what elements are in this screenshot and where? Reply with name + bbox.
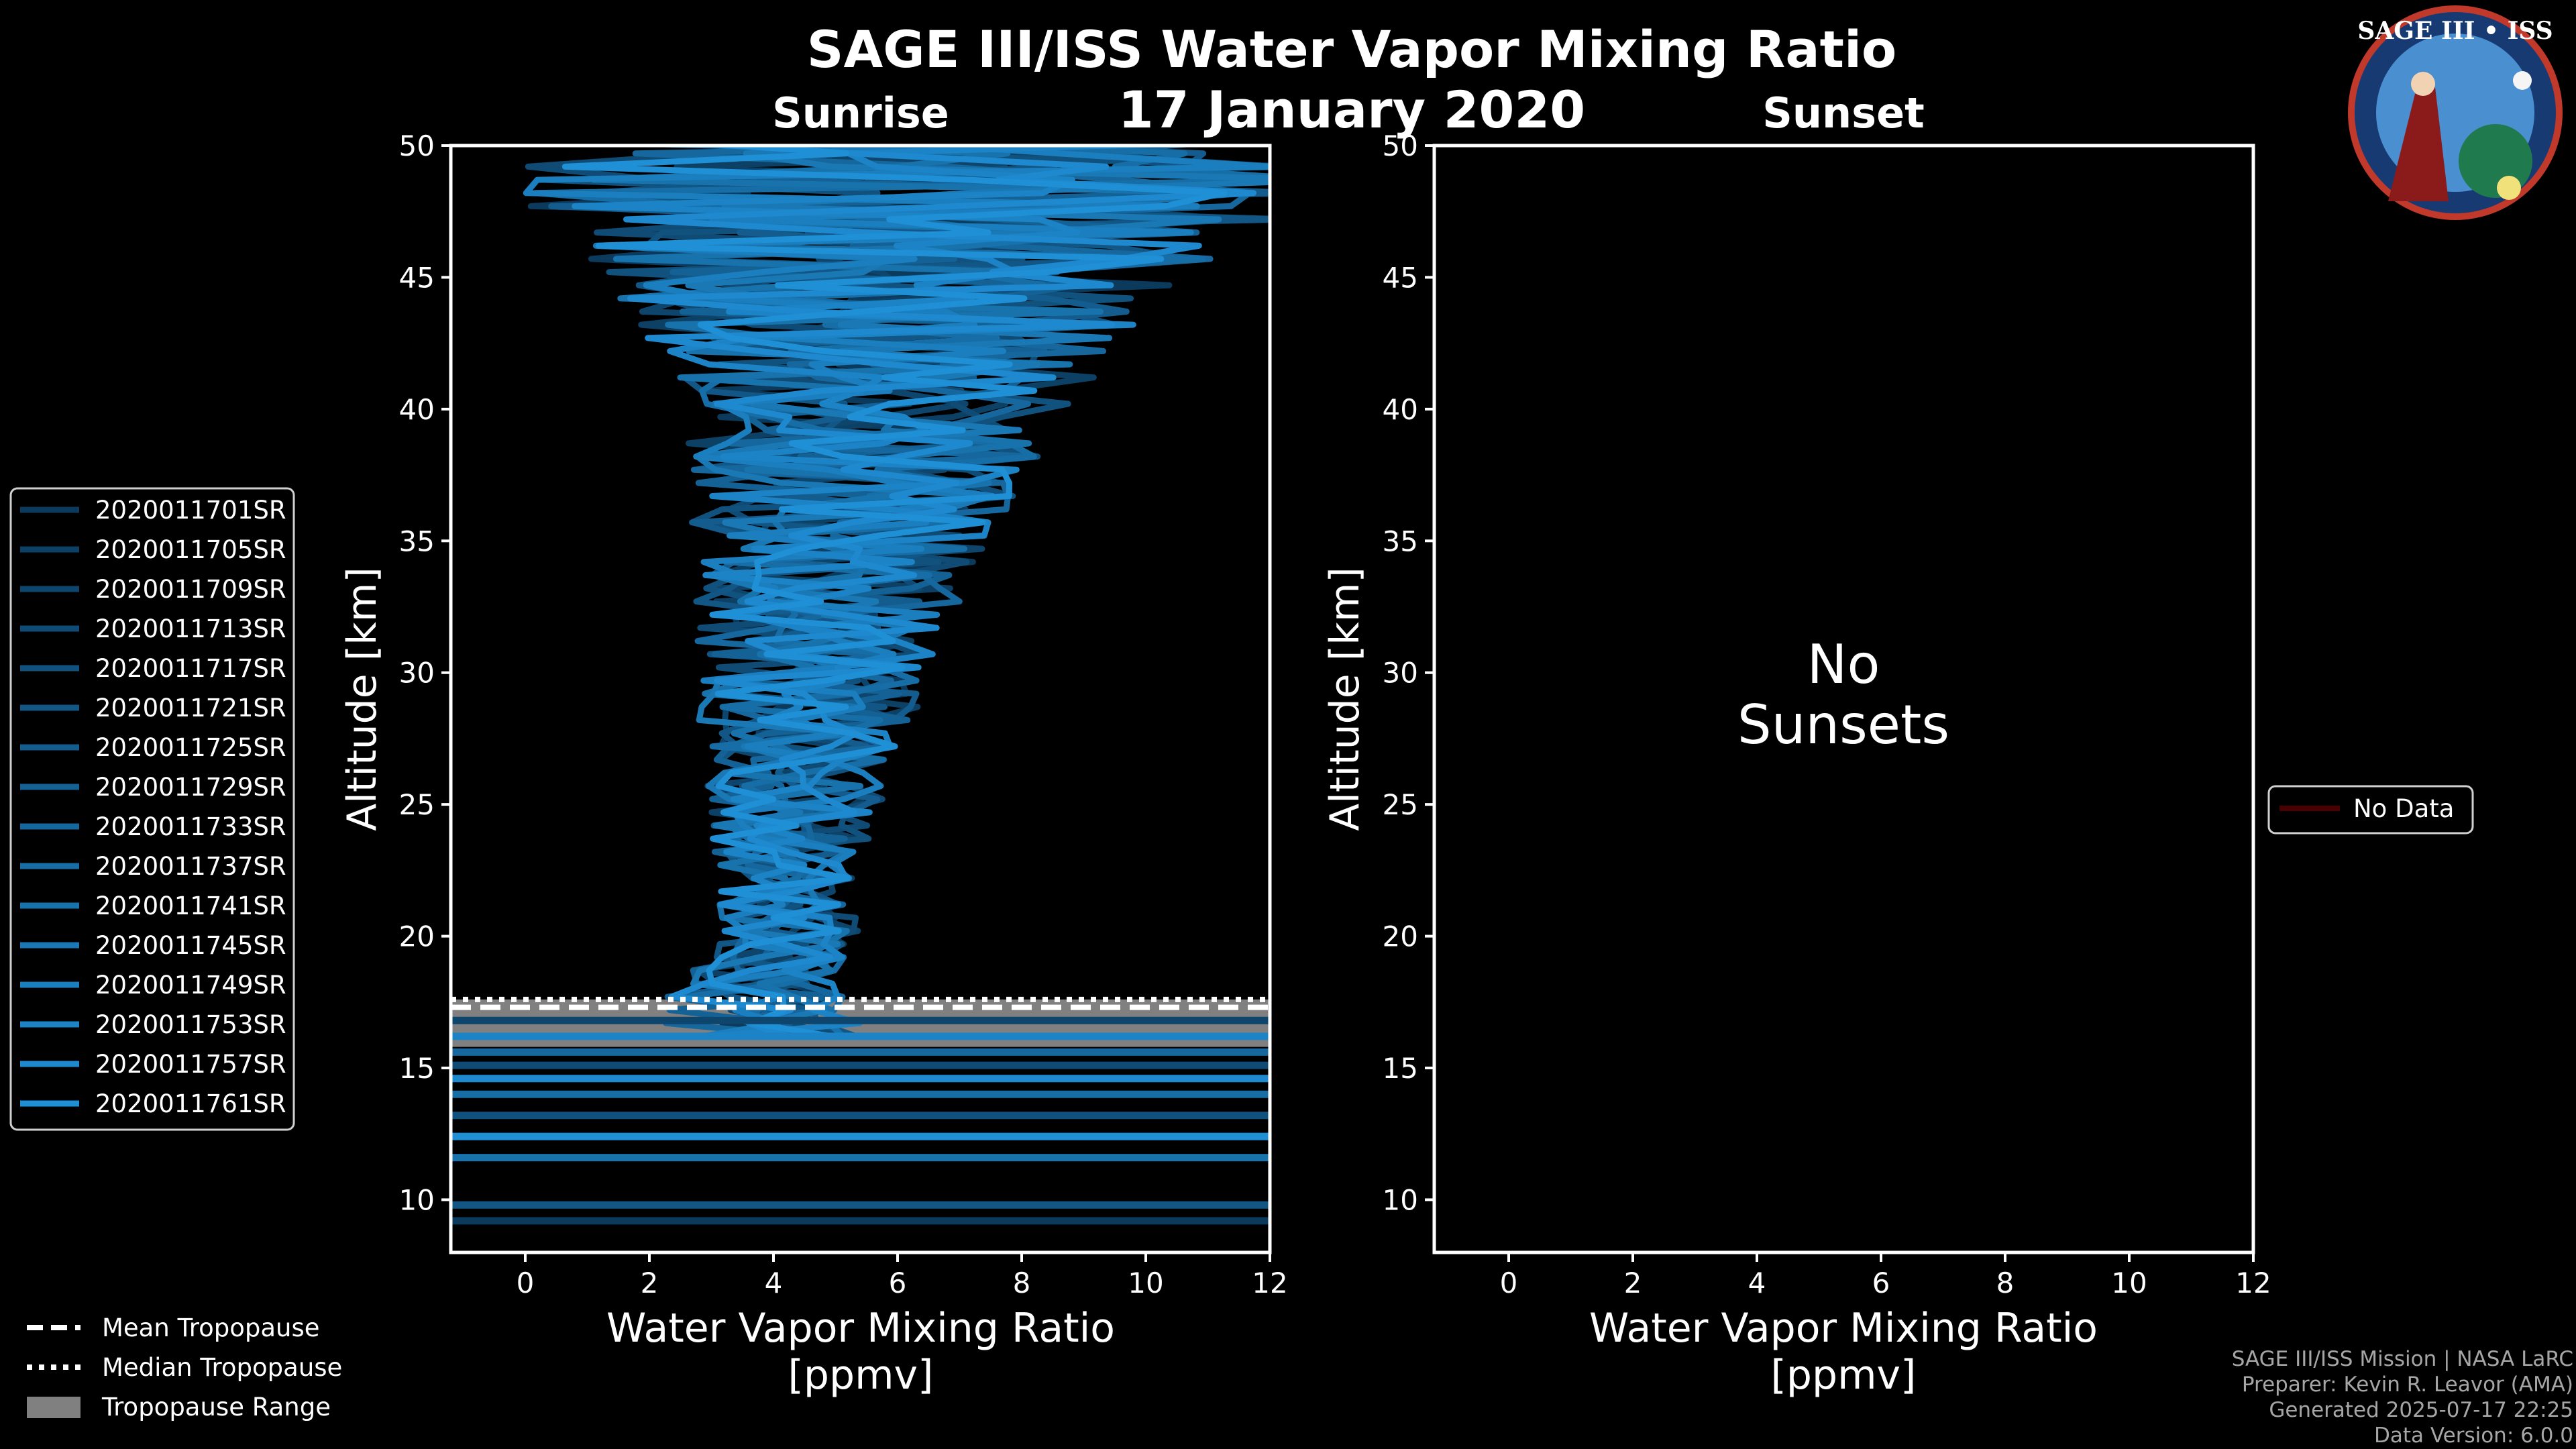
footer-line-1: SAGE III/ISS Mission | NASA LaRC <box>2232 1347 2573 1371</box>
sunrise-ylabel: Altitude [km] <box>339 567 386 831</box>
profile-line-2020011761SR <box>561 146 1228 1040</box>
logo-figure-head <box>2411 72 2435 96</box>
legend-label-2020011757SR: 2020011757SR <box>95 1050 286 1079</box>
sunrise-xlabel-line2: [ppmv] <box>788 1352 934 1399</box>
y-tick-label: 50 <box>1383 129 1418 162</box>
y-tick-label: 25 <box>1383 788 1418 821</box>
y-tick-label: 50 <box>399 129 435 162</box>
mean-tropopause-label: Mean Tropopause <box>102 1313 320 1342</box>
footer-line-3: Generated 2025-07-17 22:25 <box>2269 1398 2573 1422</box>
legend-label-2020011729SR: 2020011729SR <box>95 773 286 802</box>
legend-label-2020011701SR: 2020011701SR <box>95 496 286 525</box>
legend-label-2020011725SR: 2020011725SR <box>95 733 286 762</box>
x-tick-label: 8 <box>1996 1267 2015 1299</box>
sunrise-legend: 2020011701SR 2020011705SR 2020011709SR 2020… <box>9 487 295 1131</box>
x-tick-label: 0 <box>517 1267 535 1299</box>
y-tick-label: 20 <box>399 920 435 953</box>
y-tick-label: 20 <box>1383 920 1418 953</box>
chart-date: 17 January 2020 <box>1118 80 1585 140</box>
sunset-axes-frame <box>1432 144 2255 1254</box>
y-tick-label: 35 <box>1383 525 1418 557</box>
tropopause-range-swatch <box>27 1397 80 1418</box>
chart-title: SAGE III/ISS Water Vapor Mixing Ratio <box>807 19 1897 79</box>
legend-label-2020011741SR: 2020011741SR <box>95 892 286 920</box>
y-tick-label: 30 <box>1383 657 1418 690</box>
footer-line-2: Preparer: Kevin R. Leavor (AMA) <box>2242 1373 2573 1397</box>
sunset-legend: No Data <box>2267 785 2474 835</box>
y-tick-label: 15 <box>1383 1052 1418 1085</box>
profile-line-2020011757SR <box>623 146 1256 1040</box>
x-tick-label: 12 <box>1252 1267 1287 1299</box>
legend-label-2020011705SR: 2020011705SR <box>95 535 286 564</box>
footer-line-4: Data Version: 6.0.0 <box>2374 1424 2573 1448</box>
sunrise-xlabel-line1: Water Vapor Mixing Ratio <box>606 1305 1115 1352</box>
logo-sun <box>2497 176 2521 200</box>
y-tick-label: 45 <box>1383 261 1418 294</box>
sunset-ylabel: Altitude [km] <box>1322 567 1368 831</box>
sunset-x-ticks: 0 2 4 6 8 10 12 <box>1500 1252 2271 1299</box>
median-tropopause-label: Median Tropopause <box>102 1353 342 1382</box>
sunset-panel-title: Sunset <box>1762 89 1925 138</box>
y-tick-label: 10 <box>1383 1183 1418 1216</box>
legend-label-2020011709SR: 2020011709SR <box>95 575 286 604</box>
x-tick-label: 8 <box>1013 1267 1031 1299</box>
x-tick-label: 4 <box>765 1267 783 1299</box>
y-tick-label: 10 <box>399 1183 435 1216</box>
legend-label-2020011753SR: 2020011753SR <box>95 1010 286 1039</box>
logo-moon <box>2513 71 2532 90</box>
x-tick-label: 4 <box>1748 1267 1766 1299</box>
sunset-xlabel-line1: Water Vapor Mixing Ratio <box>1589 1305 2098 1352</box>
x-tick-label: 0 <box>1500 1267 1518 1299</box>
legend-label-2020011761SR: 2020011761SR <box>95 1089 286 1118</box>
sunrise-axes-frame <box>449 144 1272 1254</box>
sage-iss-logo: SAGE III • ISS <box>2348 5 2563 220</box>
legend-frame <box>2267 785 2474 835</box>
legend-frame <box>9 487 295 1131</box>
logo-earth <box>2459 124 2532 198</box>
y-tick-label: 15 <box>399 1052 435 1085</box>
sunset-xlabel-line2: [ppmv] <box>1771 1352 1917 1399</box>
sunrise-panel: 0 2 4 6 8 10 12 10 15 20 25 30 35 40 45 50 Water Vapor… <box>339 129 1288 1399</box>
legend-label-2020011749SR: 2020011749SR <box>95 971 286 1000</box>
sunrise-panel-title: Sunrise <box>772 89 949 138</box>
footer: SAGE III/ISS Mission | NASA LaRC Prepare… <box>2232 1347 2573 1448</box>
legend-label-2020011737SR: 2020011737SR <box>95 852 286 881</box>
logo-figure <box>2388 87 2449 201</box>
x-tick-label: 2 <box>1624 1267 1642 1299</box>
sunset-panel: 0 2 4 6 8 10 12 10 15 20 25 30 35 40 45 50 Water Vapor… <box>1322 129 2271 1399</box>
sunset-y-ticks: 10 15 20 25 30 35 40 45 50 <box>1383 129 1434 1216</box>
legend-label-2020011713SR: 2020011713SR <box>95 614 286 643</box>
logo-text: SAGE III • ISS <box>2357 17 2553 45</box>
legend-label-2020011721SR: 2020011721SR <box>95 694 286 722</box>
y-tick-label: 40 <box>1383 393 1418 426</box>
sunrise-profiles <box>451 146 1270 1225</box>
no-sunsets-line1: No <box>1807 633 1880 696</box>
y-tick-label: 35 <box>399 525 435 557</box>
sunrise-x-ticks: 0 2 4 6 8 10 12 <box>517 1252 1288 1299</box>
x-tick-label: 10 <box>2111 1267 2147 1299</box>
tropopause-range-label: Tropopause Range <box>101 1393 331 1421</box>
y-tick-label: 40 <box>399 393 435 426</box>
x-tick-label: 6 <box>1872 1267 1890 1299</box>
y-tick-label: 25 <box>399 788 435 821</box>
tropopause-lines <box>451 996 1270 1010</box>
y-tick-label: 45 <box>399 261 435 294</box>
x-tick-label: 10 <box>1128 1267 1163 1299</box>
x-tick-label: 6 <box>889 1267 907 1299</box>
legend-label-2020011745SR: 2020011745SR <box>95 931 286 960</box>
legend-label-2020011717SR: 2020011717SR <box>95 654 286 683</box>
legend-label-2020011733SR: 2020011733SR <box>95 812 286 841</box>
tropopause-legend: Mean Tropopause Median Tropopause Tropop… <box>27 1313 342 1421</box>
x-tick-label: 12 <box>2235 1267 2271 1299</box>
sunrise-y-ticks: 10 15 20 25 30 35 40 45 50 <box>399 129 451 1216</box>
no-sunsets-line2: Sunsets <box>1737 694 1949 756</box>
no-data-legend-label: No Data <box>2353 794 2454 823</box>
y-tick-label: 30 <box>399 657 435 690</box>
x-tick-label: 2 <box>641 1267 659 1299</box>
